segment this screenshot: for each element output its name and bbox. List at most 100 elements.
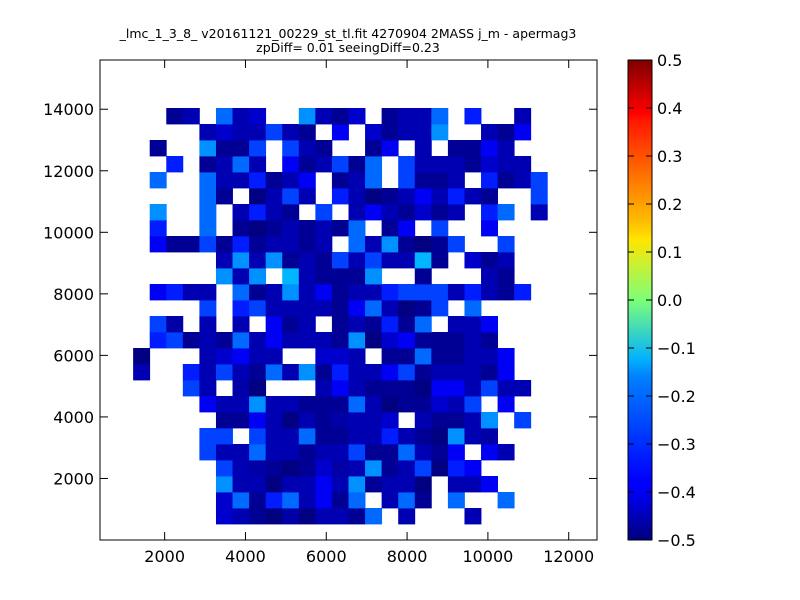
heatmap-cell bbox=[315, 476, 333, 493]
heatmap-cell bbox=[232, 332, 250, 349]
heatmap-cell bbox=[232, 172, 250, 189]
heatmap-cell bbox=[249, 140, 267, 157]
heatmap-cell bbox=[215, 364, 233, 381]
heatmap-cell bbox=[381, 364, 399, 381]
heatmap-cell bbox=[365, 156, 383, 173]
heatmap-cell bbox=[464, 188, 482, 205]
heatmap-cell bbox=[464, 316, 482, 333]
heatmap-cell bbox=[464, 508, 482, 525]
heatmap-cell bbox=[398, 508, 416, 525]
heatmap-cell bbox=[149, 316, 167, 333]
colorbar-tick-label: −0.2 bbox=[657, 387, 696, 406]
heatmap-cell bbox=[365, 428, 383, 445]
heatmap-cell bbox=[414, 460, 432, 477]
x-tick-label: 8000 bbox=[387, 547, 428, 566]
heatmap-cell bbox=[497, 204, 515, 221]
heatmap-cell bbox=[282, 236, 300, 253]
plot-frame bbox=[99, 59, 598, 541]
heatmap-cell bbox=[348, 204, 366, 221]
heatmap-cell bbox=[414, 428, 432, 445]
y-tick-label: 14000 bbox=[43, 100, 94, 119]
heatmap-cell bbox=[365, 412, 383, 429]
heatmap-cell bbox=[282, 396, 300, 413]
heatmap-cell bbox=[265, 364, 283, 381]
heatmap-cell bbox=[381, 396, 399, 413]
heatmap-cell bbox=[182, 380, 200, 397]
heatmap-cell bbox=[381, 140, 399, 157]
heatmap-cell bbox=[431, 428, 449, 445]
heatmap-cell bbox=[381, 428, 399, 445]
heatmap-cell bbox=[348, 508, 366, 525]
heatmap-cell bbox=[414, 188, 432, 205]
colorbar-tick-label: 0.3 bbox=[657, 147, 682, 166]
heatmap-cell bbox=[464, 396, 482, 413]
x-axis: 2000 4000 6000 8000 10000 12000 bbox=[144, 60, 594, 566]
heatmap-cell bbox=[481, 268, 498, 285]
heatmap-cell bbox=[348, 172, 366, 189]
heatmap-cell bbox=[447, 188, 465, 205]
heatmap-cell bbox=[232, 348, 250, 365]
heatmap-cell bbox=[249, 300, 267, 317]
heatmap-cell bbox=[530, 188, 548, 205]
heatmap-cell bbox=[315, 156, 333, 173]
heatmap-cell bbox=[464, 300, 482, 317]
heatmap-cell bbox=[431, 156, 449, 173]
heatmap-cell bbox=[381, 300, 399, 317]
heatmap-cell bbox=[315, 220, 333, 237]
heatmap-cell bbox=[481, 124, 498, 141]
x-tick-label: 12000 bbox=[543, 547, 594, 566]
heatmap-cell bbox=[348, 428, 366, 445]
heatmap-cell bbox=[481, 252, 498, 269]
heatmap-cell bbox=[199, 140, 217, 157]
heatmap-cell bbox=[249, 508, 267, 525]
heatmap-cell bbox=[199, 284, 217, 301]
heatmap-cell bbox=[298, 492, 316, 509]
heatmap-cell bbox=[232, 108, 250, 125]
heatmap-cell bbox=[365, 508, 383, 525]
heatmap-cell bbox=[398, 236, 416, 253]
heatmap-cell bbox=[481, 188, 498, 205]
heatmap-cell bbox=[398, 156, 416, 173]
heatmap-cell bbox=[215, 492, 233, 509]
y-tick-label: 10000 bbox=[43, 223, 94, 242]
heatmap-cell bbox=[265, 412, 283, 429]
heatmap-cell bbox=[282, 268, 300, 285]
heatmap-cell bbox=[398, 396, 416, 413]
heatmap-cell bbox=[497, 124, 515, 141]
heatmap-cell bbox=[199, 172, 217, 189]
heatmap-cell bbox=[381, 348, 399, 365]
heatmap-cell bbox=[398, 380, 416, 397]
heatmap-cell bbox=[431, 444, 449, 461]
heatmap-cell bbox=[199, 124, 217, 141]
heatmap-cell bbox=[298, 412, 316, 429]
heatmap-cell bbox=[381, 284, 399, 301]
heatmap-cell bbox=[265, 428, 283, 445]
heatmap-cell bbox=[381, 316, 399, 333]
heatmap-cell bbox=[249, 284, 267, 301]
heatmap-cell bbox=[265, 236, 283, 253]
heatmap-cell bbox=[514, 412, 532, 429]
heatmap-cell bbox=[265, 492, 283, 509]
heatmap-cell bbox=[447, 476, 465, 493]
heatmap-cell bbox=[365, 396, 383, 413]
heatmap-cell bbox=[464, 428, 482, 445]
title-line-1: _lmc_1_3_8_ v20161121_00229_st_tl.fit 42… bbox=[119, 26, 577, 41]
heatmap-cell bbox=[315, 444, 333, 461]
heatmap-cell bbox=[149, 332, 167, 349]
heatmap-cell bbox=[365, 188, 383, 205]
heatmap-cell bbox=[514, 108, 532, 125]
heatmap-cell bbox=[265, 348, 283, 365]
heatmap-cell bbox=[249, 332, 267, 349]
heatmap-cell bbox=[331, 444, 349, 461]
heatmap-cell bbox=[249, 204, 267, 221]
heatmap-cell bbox=[249, 108, 267, 125]
heatmap-cell bbox=[149, 236, 167, 253]
heatmap-cell bbox=[348, 300, 366, 317]
heatmap-cell bbox=[215, 124, 233, 141]
heatmap-cell bbox=[381, 492, 399, 509]
heatmap-cell bbox=[298, 252, 316, 269]
colorbar-tick-label: 0.2 bbox=[657, 195, 682, 214]
heatmap-cell bbox=[414, 300, 432, 317]
heatmap-cell bbox=[315, 428, 333, 445]
heatmap-cell bbox=[414, 444, 432, 461]
